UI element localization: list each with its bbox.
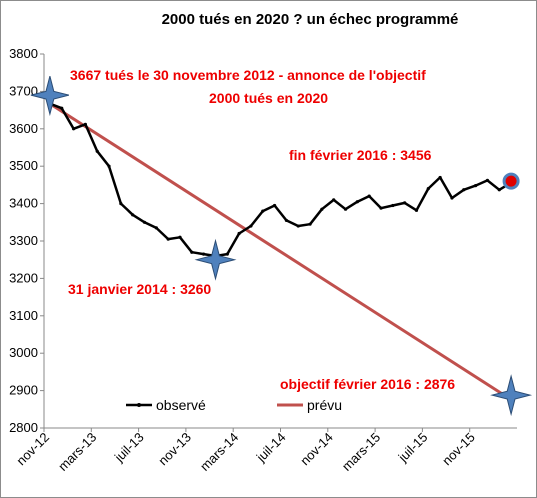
annotation-start-goal: 2000 tués en 2020 (209, 90, 328, 106)
y-tick-label: 3200 (9, 270, 38, 285)
y-tick-label: 3400 (9, 196, 38, 211)
series-observe-point (107, 164, 111, 168)
series-observe-point (202, 252, 206, 256)
series-observe-point (485, 178, 490, 183)
series-observe-point (190, 250, 194, 254)
series-observe-point (426, 187, 430, 191)
series-observe-point (343, 207, 348, 211)
series-observe-point (320, 207, 324, 211)
series-prevu-line (49, 102, 512, 401)
annotation-jan-2014: 31 janvier 2014 : 3260 (68, 281, 211, 297)
series-observe-point (178, 235, 182, 239)
y-tick-label: 3800 (9, 46, 38, 61)
series-observe-point (119, 202, 123, 206)
series-observe-point (154, 226, 158, 230)
series-observe-point (83, 122, 87, 126)
legend-label-observe: observé (156, 397, 206, 413)
marker-dot-feb-2016 (502, 172, 520, 190)
series-observe-line (49, 102, 512, 258)
marker-star-jan-2014 (194, 238, 237, 281)
series-observe-point (131, 213, 135, 217)
y-tick-label: 2800 (9, 420, 38, 435)
series-observe-point (237, 231, 241, 236)
y-tick-label: 3500 (9, 158, 38, 173)
series-observe-point (474, 184, 478, 188)
chart-title: 2000 tués en 2020 ? un échec programmé (162, 11, 459, 28)
series-observe-point (284, 218, 289, 223)
y-tick-label: 3300 (9, 233, 38, 248)
series-observe-point (414, 208, 419, 212)
series-observe-point (60, 106, 64, 110)
y-tick-label: 3100 (9, 308, 38, 323)
marker-layer (30, 75, 533, 417)
annotation-objective: objectif février 2016 : 2876 (280, 376, 455, 392)
series-observe-point (438, 175, 442, 180)
series-observe-point (296, 224, 300, 228)
legend: observé prévu (126, 397, 342, 413)
marker-star-objective (490, 374, 533, 417)
series-observe-point (272, 203, 277, 208)
series-observe-point (249, 224, 253, 228)
y-tick-label: 3000 (9, 345, 38, 360)
series-observe-point (166, 237, 170, 241)
series-observe-point (261, 209, 265, 213)
y-axis: 2800 2900 3000 3100 3200 3300 3400 3500 3600 3700… (9, 46, 45, 435)
y-tick-label: 3700 (9, 83, 38, 98)
series-observe-point (497, 188, 501, 192)
series-observe-point (462, 188, 466, 192)
series-observe-point (332, 198, 336, 202)
series-observe-point (379, 206, 383, 210)
series-observe-point (71, 127, 76, 131)
series-observe-point (355, 200, 359, 204)
series-observe-point (391, 203, 395, 208)
series-observe-point (225, 252, 229, 256)
legend-label-prevu: prévu (307, 397, 342, 413)
series-layer (48, 102, 513, 401)
legend-marker-observe (137, 403, 141, 407)
y-tick-label: 2900 (9, 383, 38, 398)
y-tick-label: 3600 (9, 121, 38, 136)
annotation-start: 3667 tués le 30 novembre 2012 - annonce … (70, 67, 426, 83)
series-observe-point (450, 196, 454, 200)
series-observe-point (142, 220, 147, 224)
marker-star-start (30, 75, 70, 117)
series-observe-point (308, 222, 312, 226)
series-observe-point (367, 194, 371, 198)
annotation-feb-2016: fin février 2016 : 3456 (289, 147, 432, 163)
series-observe-point (95, 149, 99, 153)
series-observe-point (403, 201, 407, 205)
